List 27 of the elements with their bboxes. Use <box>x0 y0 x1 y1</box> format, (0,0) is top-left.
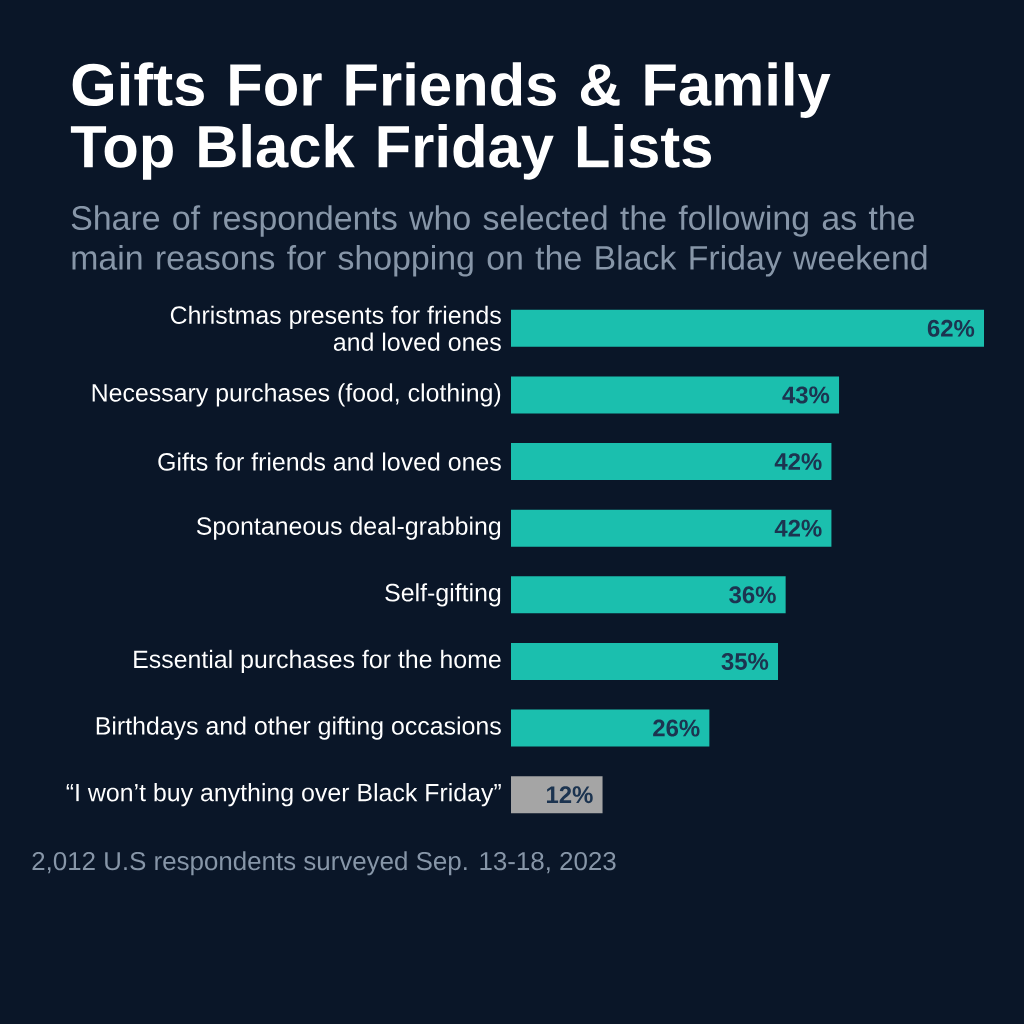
bar <box>511 776 603 814</box>
data-label: 62% <box>927 319 975 337</box>
bar <box>511 376 840 414</box>
bar <box>511 509 832 547</box>
data-label: 12% <box>546 786 593 804</box>
bar <box>511 642 779 680</box>
y-tick-label: Spontaneous deal-grabbing <box>196 516 501 540</box>
bar <box>511 576 786 614</box>
y-tick-label: Birthdays and other gifting occasions <box>96 716 501 740</box>
y-tick-label: Gifts for friends and loved ones <box>158 452 501 471</box>
data-label: 42% <box>774 519 822 537</box>
data-label: 35% <box>721 652 769 670</box>
y-tick-label: Necessary purchases (food, clothing) <box>92 383 501 407</box>
data-label: 26% <box>653 719 700 737</box>
chart-title: Gifts For Friends & Family Top Black Friday Lists <box>70 62 831 180</box>
bar <box>511 709 710 747</box>
chart-subtitle: Share of respondents who selected the following as the main reasons for shopping on the Black Friday weekend <box>71 205 927 277</box>
y-tick-label: “I won’t buy anything over Black Friday” <box>66 783 501 807</box>
data-label: 36% <box>729 586 776 604</box>
y-tick-label: Christmas presents for friends and loved ones <box>170 305 501 351</box>
data-label: 42% <box>774 453 822 471</box>
bar <box>511 309 985 347</box>
bar <box>511 443 832 481</box>
y-tick-label: Essential purchases for the home <box>134 649 501 674</box>
text: 2,012 U.S respondents surveyed Sep. 13-18, 2023 <box>32 851 616 876</box>
y-tick-label: Self-gifting <box>385 583 501 607</box>
data-label: 43% <box>782 386 830 404</box>
